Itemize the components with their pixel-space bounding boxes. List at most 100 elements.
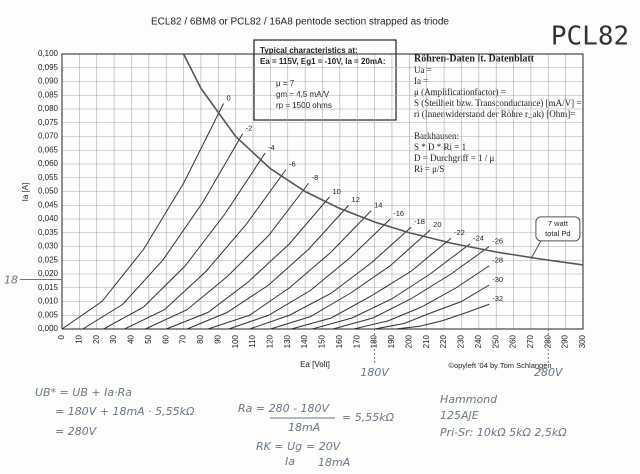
y-tick-label: 0,015 xyxy=(38,283,59,292)
y-tick-label: 0,010 xyxy=(38,297,59,306)
x-axis-label: Ea [Volt] xyxy=(300,360,330,369)
y-tick-label: 0,025 xyxy=(38,255,59,264)
curve-label: -6 xyxy=(289,159,296,168)
curve xyxy=(166,196,330,330)
x-tick-label: 170 xyxy=(352,334,361,348)
note: Pri-Sr: 10kΩ 5kΩ 2,5kΩ xyxy=(440,426,567,439)
datasheet-line: Ia = xyxy=(414,76,428,86)
x-tick-label: 20 xyxy=(92,334,101,343)
datasheet-line: S * D * Ri = 1 xyxy=(414,142,466,152)
x-tick-label: 140 xyxy=(300,334,309,348)
note: 18mA xyxy=(288,421,320,434)
x-tick-label: 30 xyxy=(109,334,118,343)
curve-label: -26 xyxy=(492,236,503,245)
y-tick-label: 0,040 xyxy=(38,214,59,223)
y-tick-label: 0,100 xyxy=(38,49,59,58)
curve-label: -30 xyxy=(492,275,503,284)
x-tick-label: 220 xyxy=(439,334,448,348)
curve-label: -2 xyxy=(246,124,253,133)
curve xyxy=(332,246,490,330)
curve xyxy=(207,210,372,330)
x-tick-label: 110 xyxy=(248,334,257,347)
x-tick-label: 200 xyxy=(404,334,413,348)
x-tick-label: 100 xyxy=(231,334,240,348)
note: 125AJE xyxy=(440,409,479,422)
curve xyxy=(311,243,471,330)
note: RK = Ug xyxy=(256,440,302,453)
x-tick-label: 10 xyxy=(74,334,83,343)
curve xyxy=(291,237,452,330)
note: = 180V + 18mA · 5,55kΩ xyxy=(55,405,195,418)
callout xyxy=(530,240,542,260)
y-tick-label: 0,055 xyxy=(38,173,59,182)
y-axis-label: Ia [A] xyxy=(21,183,30,202)
y-tick-label: 0,020 xyxy=(38,269,59,278)
y-tick-label: 0,080 xyxy=(38,104,59,113)
datasheet-line: Röhren-Daten lt. Datenblatt xyxy=(414,53,535,64)
info-line: μ = 7 xyxy=(276,79,295,88)
y-tick-label: 0,090 xyxy=(38,77,59,86)
datasheet-line: μ (Amplificationfactor) = xyxy=(414,87,506,97)
x-tick-label: 150 xyxy=(318,334,327,348)
info-line: Typical characteristics at: xyxy=(260,46,358,55)
curve-label: -24 xyxy=(473,234,484,243)
curve xyxy=(374,284,490,330)
curve xyxy=(249,226,412,330)
y-tick-label: 0,060 xyxy=(38,159,59,168)
curve xyxy=(124,169,287,330)
info-box xyxy=(253,39,397,121)
curve-label: -18 xyxy=(414,217,425,226)
datasheet: Röhren-Daten lt. Datenblatt Ua = Ia = μ … xyxy=(414,53,581,174)
curve-label: 14 xyxy=(374,201,382,210)
plot-frame xyxy=(61,53,584,330)
y-tick-label: 0,075 xyxy=(38,118,59,127)
chart-title: ECL82 / 6BM8 or PCL82 / 16A8 pentode sec… xyxy=(151,17,449,28)
x-tick-label: 210 xyxy=(422,334,431,348)
x-tick-label: 0 xyxy=(57,334,66,339)
callout-text: 7 watt xyxy=(548,219,569,228)
x-tick-label: 270 xyxy=(526,334,535,348)
handwritten-notes: UB* = UB + Ia·Ra = 180V + 18mA · 5,55kΩ … xyxy=(35,386,567,469)
x-tick-label: 70 xyxy=(179,334,188,343)
datasheet-line: ri (Innenwiderstand der Röhre r_ak) [Ohm… xyxy=(414,109,575,119)
curve-label: -32 xyxy=(492,294,503,303)
hand-label: 18 xyxy=(4,274,18,287)
curve-label: 12 xyxy=(352,195,360,204)
callout-box xyxy=(535,216,581,242)
curve-label: -16 xyxy=(393,209,404,218)
curve xyxy=(82,133,244,330)
datasheet-line: Ri = μ/S xyxy=(414,164,444,174)
curve-label: -28 xyxy=(492,256,503,265)
x-tick-label: 50 xyxy=(144,334,153,343)
note: = 5,55kΩ xyxy=(342,411,395,424)
x-tick-label: 230 xyxy=(457,334,466,348)
datasheet-line: D = Durchgriff = 1 / μ xyxy=(414,153,494,163)
x-tick-label: 40 xyxy=(127,334,136,343)
y-tick-label: 0,030 xyxy=(38,242,59,251)
note: = 20V xyxy=(306,440,342,453)
x-tick-label: 290 xyxy=(561,334,570,348)
callout-text: total Pd xyxy=(545,229,570,238)
x-tick-label: 240 xyxy=(474,334,483,348)
x-tick-label: 60 xyxy=(161,334,170,343)
x-tick-label: 160 xyxy=(335,334,344,348)
y-tick-label: 0,050 xyxy=(38,187,59,196)
y-tick-label: 0,095 xyxy=(38,63,59,72)
note: Hammond xyxy=(440,393,498,406)
curve-label: 0 xyxy=(227,93,231,102)
y-tick-label: 0,035 xyxy=(38,228,59,237)
note: Ia xyxy=(285,455,295,468)
hand-label: 180V xyxy=(360,366,390,379)
note: = 280V xyxy=(55,425,98,438)
datasheet-line: Barkhausen: xyxy=(414,131,459,141)
power-curve xyxy=(182,53,584,266)
x-tick-label: 90 xyxy=(213,334,222,343)
info-line: rp = 1500 ohms xyxy=(276,101,332,110)
info-line: gm = 4,5 mA/V xyxy=(276,90,330,99)
x-tick-label: 130 xyxy=(283,334,292,348)
curve xyxy=(270,229,431,330)
curve xyxy=(145,182,310,330)
credit: ©opyleft '04 by Tom Schlangen xyxy=(448,361,551,370)
curve-label: -8 xyxy=(312,173,319,182)
